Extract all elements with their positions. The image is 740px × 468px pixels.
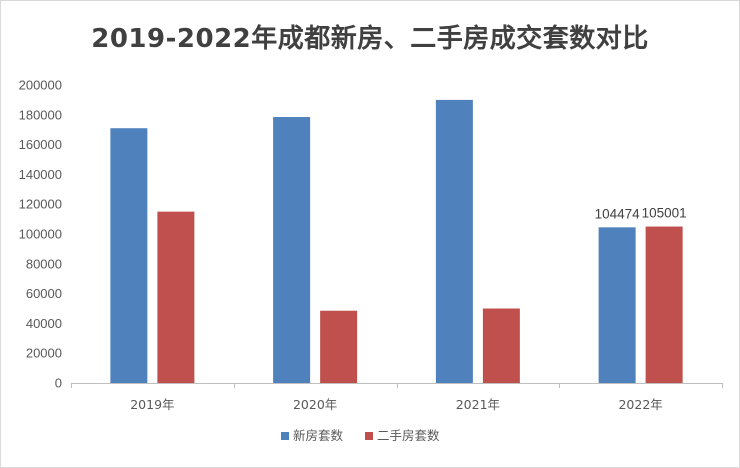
y-tick-label: 40000 (26, 316, 62, 331)
y-tick-label: 0 (55, 376, 62, 391)
x-category-label: 2022年 (618, 397, 662, 412)
x-category-label: 2020年 (293, 397, 337, 412)
data-labels: 104474 105001 (595, 206, 687, 222)
y-tick-label: 60000 (26, 286, 62, 301)
legend-swatch (365, 432, 373, 440)
bar-new-house (598, 227, 636, 383)
legend: 新房套数 二手房套数 (281, 428, 440, 443)
y-tick-label: 140000 (19, 167, 62, 182)
legend-label: 二手房套数 (377, 428, 440, 443)
bar-second-hand (482, 308, 520, 383)
chart-title: 2019-2022年成都新房、二手房成交套数对比 (91, 24, 649, 54)
y-tick-label: 80000 (26, 256, 62, 271)
bars (110, 99, 683, 384)
x-axis: 2019年 2020年 2021年 2022年 (71, 383, 723, 412)
bar-new-house (110, 128, 148, 383)
bar-second-hand (157, 211, 195, 383)
data-label: 105001 (642, 206, 687, 221)
data-label: 104474 (595, 206, 641, 221)
y-tick-label: 180000 (19, 107, 62, 122)
bar-new-house (273, 117, 311, 383)
y-tick-label: 200000 (19, 78, 62, 93)
bar-new-house (435, 99, 473, 384)
bar-second-hand (320, 310, 358, 383)
y-tick-label: 100000 (19, 227, 62, 242)
y-axis: 0 20000 40000 60000 80000 100000 120000 140000 1… (19, 78, 62, 391)
legend-label: 新房套数 (293, 428, 344, 443)
bar-second-hand (645, 226, 683, 383)
x-category-label: 2021年 (456, 397, 500, 412)
y-tick-label: 160000 (19, 137, 62, 152)
x-category-label: 2019年 (130, 397, 174, 412)
legend-swatch (281, 432, 289, 440)
y-tick-label: 120000 (19, 197, 62, 212)
y-tick-label: 20000 (26, 346, 62, 361)
